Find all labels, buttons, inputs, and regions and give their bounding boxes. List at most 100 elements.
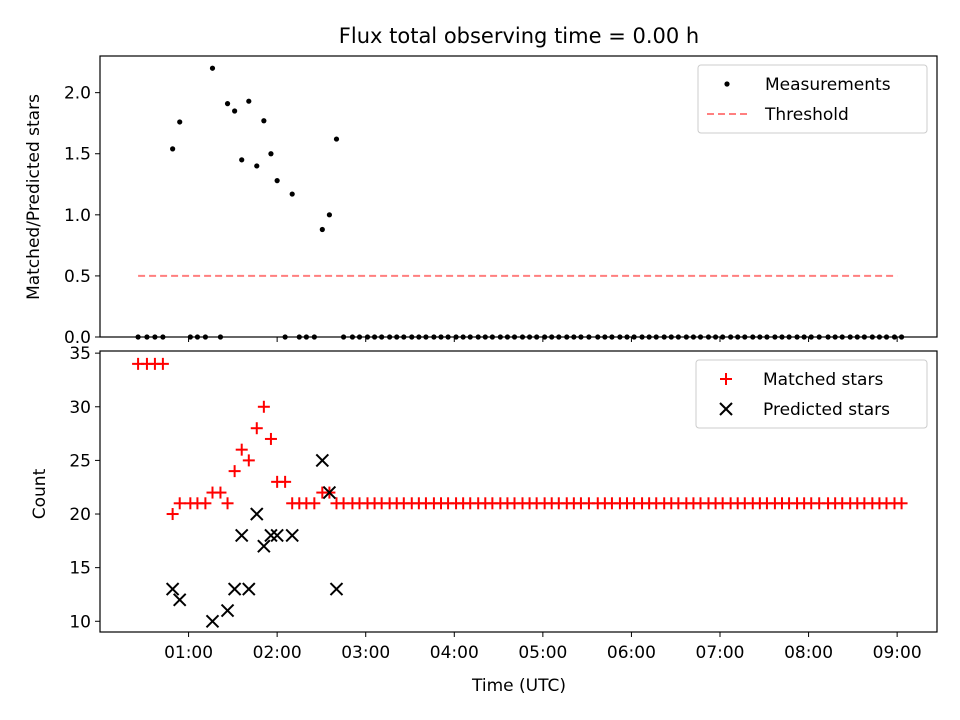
matched-star-point	[250, 422, 263, 435]
matched-star-point	[156, 357, 169, 370]
bottom-xtick-label-0: 01:00	[164, 643, 213, 663]
bottom-legend: Matched stars Predicted stars	[695, 359, 928, 429]
measurement-point	[690, 334, 697, 340]
measurement-point	[742, 334, 748, 340]
measurement-point	[497, 334, 503, 340]
predicted-star-point	[173, 593, 187, 607]
measurement-point	[825, 334, 831, 340]
measurement-point	[720, 334, 726, 340]
bottom-ytick-label-4: 30	[69, 398, 91, 418]
predicted-star-point	[270, 528, 284, 543]
bottom-xtick-label-5: 06:00	[607, 643, 656, 663]
predicted-star-point	[329, 582, 344, 596]
legend-predicted-marker	[719, 402, 733, 416]
measurement-point	[534, 334, 540, 340]
legend-matched-label: Matched stars	[763, 370, 883, 390]
top-ytick-label-3: 1.5	[64, 145, 91, 165]
measurement-point	[847, 334, 853, 340]
top-legend-box	[697, 64, 928, 134]
measurement-point	[683, 334, 689, 340]
measurement-point	[705, 334, 712, 340]
measurement-point	[489, 334, 495, 340]
bottom-xtick-label-6: 07:00	[696, 643, 745, 663]
measurement-point	[511, 334, 518, 340]
measurement-point	[438, 334, 444, 340]
bottom-plot-frame	[99, 350, 938, 633]
predicted-star-point	[205, 614, 220, 628]
measurement-point	[202, 334, 208, 340]
predicted-star-point	[165, 582, 180, 596]
measurement-point	[482, 334, 488, 340]
top-y-ticks: 0.0 0.5 1.0 1.5 2.0	[64, 84, 100, 348]
measurement-point	[371, 334, 378, 340]
measurement-point	[772, 334, 778, 340]
measurement-point	[808, 334, 814, 340]
matched-star-point	[257, 400, 270, 413]
bottom-ytick-label-2: 20	[69, 505, 91, 525]
matched-star-point	[173, 497, 186, 510]
bottom-y-axis-label: Count	[30, 468, 50, 519]
measurement-point	[387, 334, 393, 340]
measurement-point	[794, 334, 800, 340]
matched-star-point	[264, 432, 277, 445]
measurement-point	[861, 334, 867, 340]
top-y-axis-label: Matched/Predicted stars	[24, 94, 44, 300]
measurement-point	[445, 334, 451, 340]
top-legend: Measurements Threshold	[697, 64, 928, 134]
measurement-point	[232, 108, 238, 114]
measurement-point	[816, 334, 822, 340]
measurement-point	[274, 178, 280, 184]
legend-threshold-label: Threshold	[764, 105, 849, 125]
measurement-point	[194, 334, 201, 340]
measurement-point	[624, 334, 630, 340]
star-count-panel: 10 15 20 25 30 35 01:00 02:00 03:00 04:00 05:00 06…	[30, 344, 938, 696]
predicted-star-point	[264, 528, 278, 543]
measurement-point	[282, 334, 288, 340]
measurement-point	[261, 118, 267, 124]
measurement-point	[296, 334, 302, 340]
measurement-point	[311, 334, 317, 340]
bottom-xtick-label-2: 03:00	[341, 643, 390, 663]
bottom-y-ticks: 10 15 20 25 30 35	[69, 344, 100, 632]
measurement-point	[661, 334, 667, 340]
bottom-ytick-label-3: 25	[69, 451, 91, 471]
measurement-point	[668, 334, 674, 340]
measurement-point	[556, 334, 562, 340]
measurement-point	[832, 334, 838, 340]
matched-star-point	[242, 454, 255, 467]
matched-star-point	[279, 475, 292, 488]
top-ytick-label-1: 0.5	[64, 267, 91, 287]
measurement-point	[609, 334, 615, 340]
top-ytick-label-4: 2.0	[64, 84, 91, 104]
measurement-point	[854, 334, 860, 340]
measurement-point	[801, 334, 807, 340]
measurement-point	[750, 334, 756, 340]
x-axis-label: Time (UTC)	[471, 676, 566, 696]
matched-star-point	[895, 497, 908, 510]
measurement-point	[319, 226, 325, 233]
bottom-data-marks	[132, 357, 908, 628]
measurement-point	[839, 334, 845, 340]
measurement-point	[578, 334, 584, 340]
legend-measurements-marker	[724, 81, 730, 87]
predicted-star-point	[250, 507, 264, 521]
measurement-point	[177, 119, 183, 125]
measurement-point	[757, 334, 763, 340]
measurement-point	[170, 146, 176, 152]
matched-star-point	[228, 465, 241, 478]
matched-star-point	[308, 497, 321, 510]
predicted-star-point	[220, 603, 235, 618]
measurement-point	[460, 334, 466, 340]
measurement-point	[160, 334, 166, 340]
measurement-point	[349, 334, 356, 340]
predicted-star-point	[235, 528, 249, 543]
measurement-point	[876, 334, 883, 340]
measurement-point	[675, 334, 681, 340]
chart-title: Flux total observing time = 0.00 h	[339, 24, 699, 48]
measurement-point	[526, 334, 533, 340]
measurement-point	[617, 334, 623, 340]
measurement-point	[409, 334, 415, 340]
measurement-point	[379, 334, 385, 340]
measurement-point	[453, 334, 459, 340]
measurement-point	[333, 136, 340, 142]
